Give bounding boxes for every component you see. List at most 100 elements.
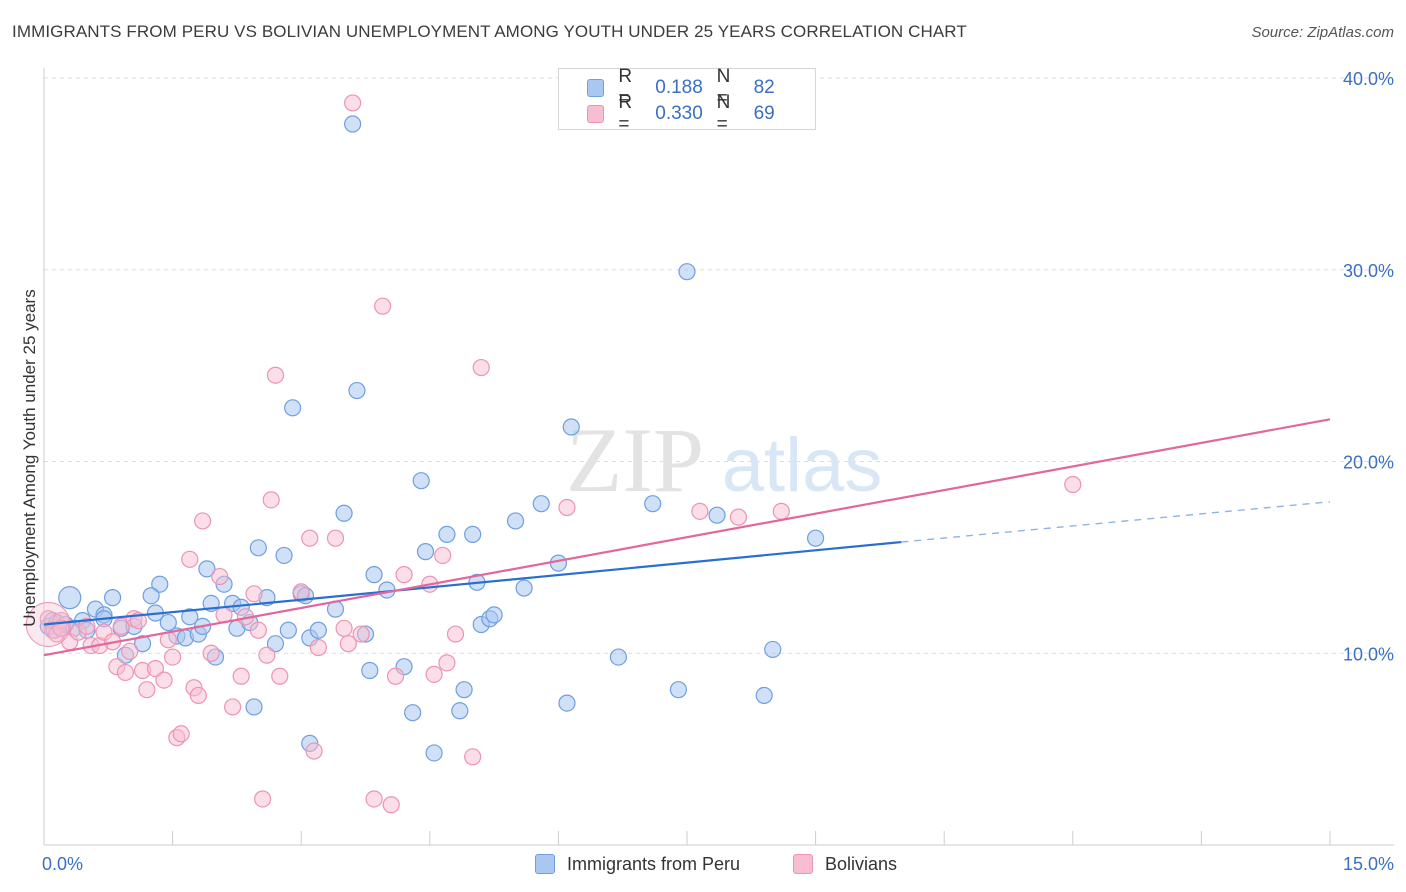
watermark-zip: ZIP <box>566 409 704 511</box>
bolivians-point <box>258 646 276 664</box>
bolivians-point <box>189 686 207 705</box>
bolivians-point <box>301 529 319 547</box>
bolivians-point <box>116 663 135 682</box>
bolivians-point <box>224 698 242 716</box>
tick-labels: 10.0% 20.0% 30.0% 40.0% 0.0% 15.0% <box>42 69 1394 874</box>
bolivians-point <box>266 366 285 384</box>
peru-point <box>309 621 327 639</box>
legend-swatch-peru <box>587 79 605 97</box>
peru-point <box>103 589 122 607</box>
peru-point <box>515 579 533 597</box>
peru-point <box>755 686 773 705</box>
chart-title: IMMIGRANTS FROM PERU VS BOLIVIAN UNEMPLO… <box>12 22 967 41</box>
peru-point <box>532 495 550 513</box>
peru-point <box>361 661 379 680</box>
peru-point <box>425 744 443 762</box>
bottom-legend-peru: Immigrants from Peru <box>535 852 740 876</box>
bolivians-point <box>434 546 452 565</box>
y-tick-label: 30.0% <box>1343 261 1394 281</box>
peru-point <box>266 635 285 653</box>
legend: R = 0.188 N = 82 R = 0.330 N = 69 <box>558 66 816 135</box>
peru-point <box>562 418 580 436</box>
y-tick-label: 40.0% <box>1343 69 1394 89</box>
peru-trend-line <box>43 540 902 626</box>
peru-point <box>335 504 353 522</box>
peru-point <box>159 613 177 632</box>
x-tick-label-max: 15.0% <box>1343 854 1394 874</box>
bolivians-point <box>254 790 272 808</box>
legend-r-value-bolivians: 0.330 <box>655 103 703 124</box>
peru-point <box>348 381 366 400</box>
bolivians-point <box>245 585 263 603</box>
legend-swatch-bolivians <box>587 105 605 123</box>
bolivians-point <box>558 498 576 517</box>
peru-trend-extension <box>901 501 1331 543</box>
peru-point <box>558 694 576 712</box>
legend-n-label: N = <box>716 92 731 135</box>
peru-point <box>275 546 293 565</box>
bolivians-point <box>382 796 400 814</box>
peru-point <box>506 512 525 530</box>
peru-point <box>245 698 263 716</box>
legend-r-value-peru: 0.188 <box>655 77 703 98</box>
bolivians-point <box>386 667 405 685</box>
bolivians-point <box>121 642 139 660</box>
bolivians-point <box>446 625 465 643</box>
bolivians-point <box>438 654 456 672</box>
y-tick-label: 20.0% <box>1343 453 1394 473</box>
bolivians-point <box>772 502 790 520</box>
bottom-legend-bolivians: Bolivians <box>793 852 897 876</box>
peru-point <box>764 640 782 659</box>
peru-point <box>198 560 216 578</box>
peru-point <box>133 635 152 653</box>
peru-point <box>669 681 688 699</box>
bottom-legend-swatch-peru <box>535 854 555 874</box>
x-tick-label-min: 0.0% <box>42 854 83 874</box>
bolivians-point <box>305 742 323 760</box>
peru-point <box>151 575 169 593</box>
peru-point <box>181 608 199 626</box>
series-bolivians-points <box>25 94 1082 814</box>
bolivians-point <box>326 529 345 547</box>
peru-point <box>549 554 568 572</box>
bolivians-point <box>262 491 280 509</box>
legend-row-peru: R = 0.188 N = 82 <box>587 66 815 109</box>
bolivians-point <box>1064 475 1082 494</box>
bolivians-point <box>344 94 362 112</box>
bolivians-point <box>172 725 190 743</box>
watermark: ZIP atlas <box>566 409 882 511</box>
bolivians-point <box>232 667 250 685</box>
peru-point <box>455 681 473 699</box>
peru-point <box>412 472 430 490</box>
bolivians-trend-line <box>43 418 1331 657</box>
y-tick-label: 10.0% <box>1343 644 1394 664</box>
bolivians-point <box>729 508 748 526</box>
bolivians-point <box>146 659 165 678</box>
bolivians-point <box>691 502 709 520</box>
bottom-legend-label-peru: Immigrants from Peru <box>567 853 741 874</box>
bolivians-point <box>138 681 156 699</box>
legend-r-label: R = <box>618 92 633 135</box>
bolivians-point <box>472 358 490 377</box>
peru-point <box>404 704 422 722</box>
bolivians-point <box>202 644 220 662</box>
legend-row-bolivians: R = 0.330 N = 69 <box>587 92 815 135</box>
axes <box>43 68 1394 846</box>
peru-point <box>438 525 456 543</box>
legend-r-label: R = <box>618 66 633 109</box>
bolivians-point <box>271 667 289 685</box>
bolivians-point <box>352 625 370 643</box>
legend-n-value-bolivians: 69 <box>753 103 775 124</box>
peru-point <box>142 587 160 605</box>
peru-point <box>416 543 435 561</box>
peru-point <box>708 506 726 524</box>
legend-n-value-peru: 82 <box>753 77 775 98</box>
peru-point <box>485 606 503 624</box>
bolivians-point <box>78 617 96 636</box>
bolivians-point <box>374 297 392 315</box>
peru-point <box>249 539 267 557</box>
peru-point <box>344 115 362 133</box>
peru-point <box>609 648 628 666</box>
bolivians-point <box>292 583 310 601</box>
